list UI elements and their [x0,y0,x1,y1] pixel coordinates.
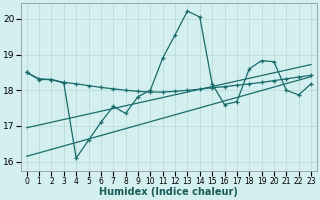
X-axis label: Humidex (Indice chaleur): Humidex (Indice chaleur) [100,187,238,197]
